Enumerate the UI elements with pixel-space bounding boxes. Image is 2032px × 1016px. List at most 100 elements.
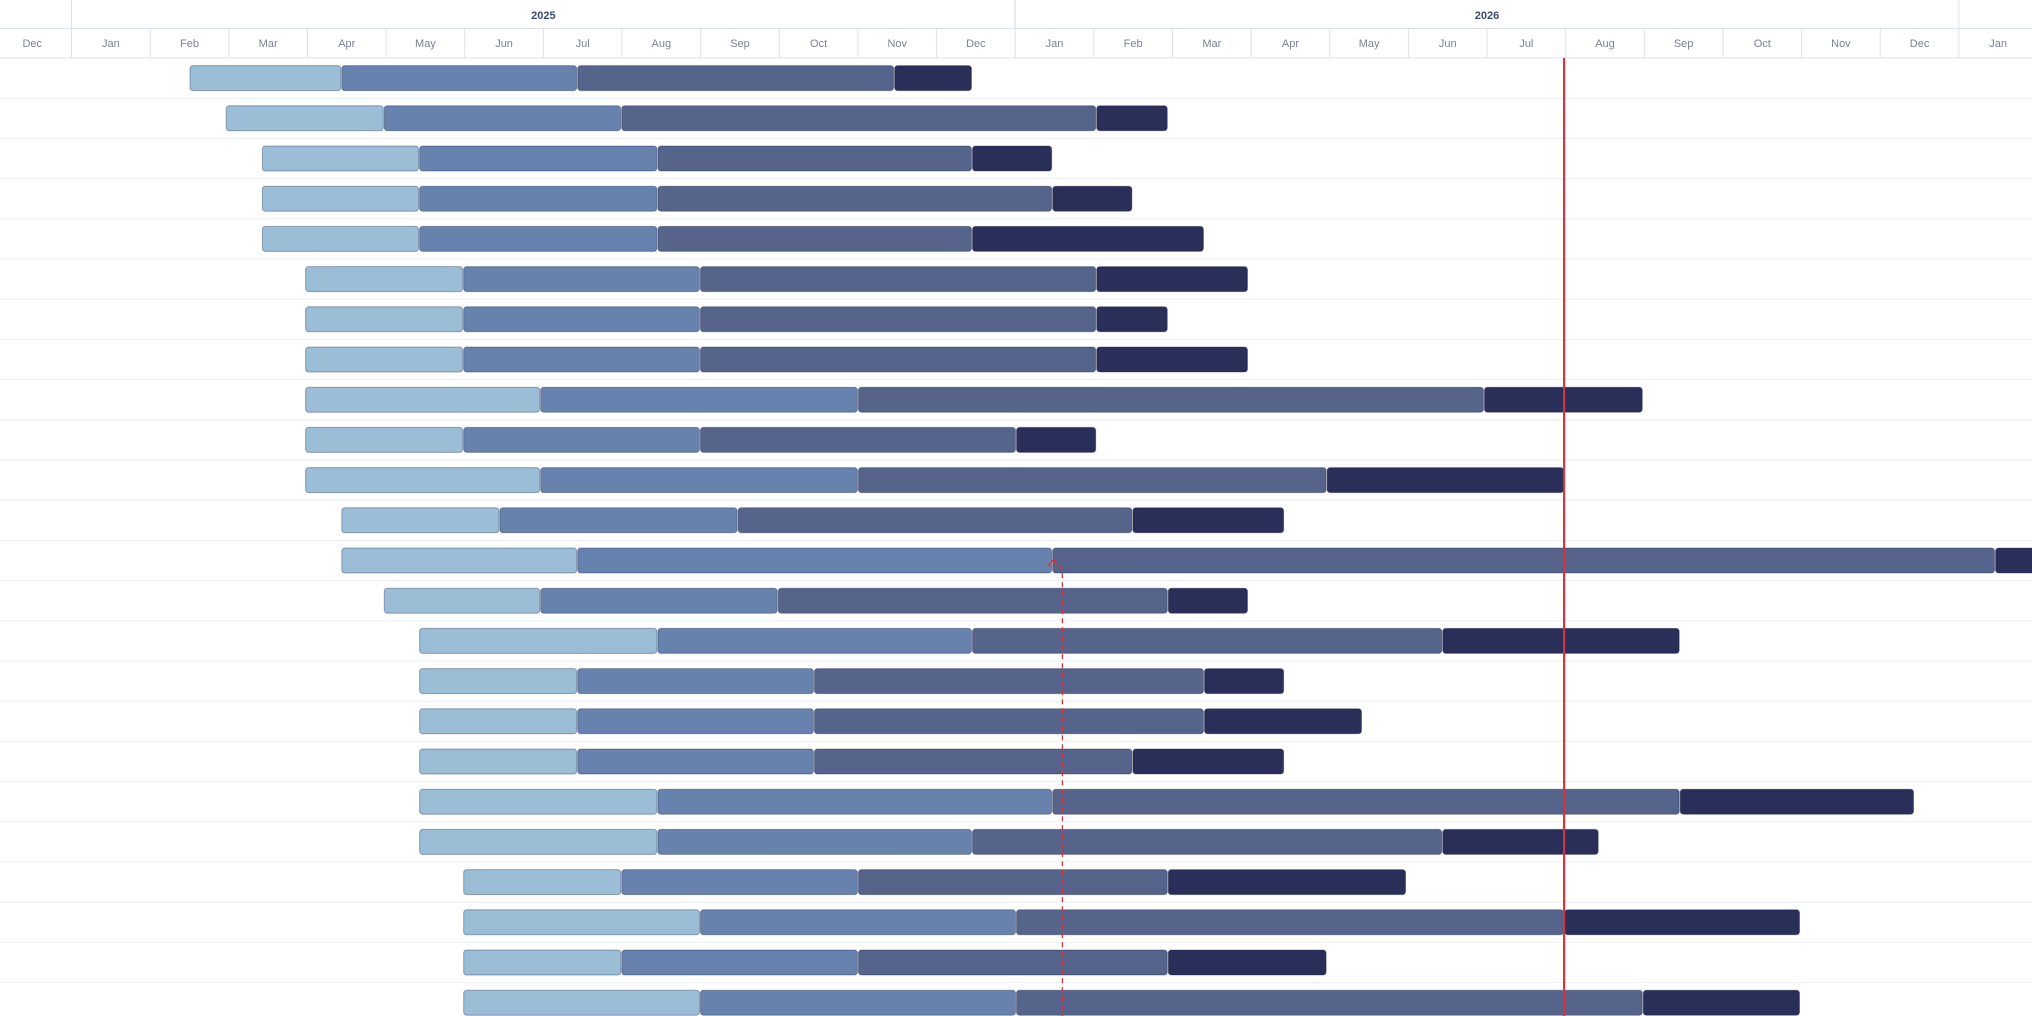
month-label: Feb bbox=[180, 38, 199, 50]
month-label: Nov bbox=[1831, 38, 1851, 50]
phase-bar bbox=[341, 547, 578, 574]
phase-bar bbox=[857, 869, 1168, 896]
phase-bar bbox=[419, 668, 578, 695]
phase-bar bbox=[419, 627, 658, 654]
month-label: Oct bbox=[1754, 38, 1771, 50]
phase-bar bbox=[419, 788, 658, 815]
phase-bar bbox=[305, 467, 541, 494]
month-label: Dec bbox=[966, 38, 986, 50]
month-label: May bbox=[415, 38, 436, 50]
phase-bar bbox=[1132, 748, 1285, 775]
phase-bar bbox=[777, 587, 1168, 614]
dependency-arrow bbox=[1047, 559, 1058, 567]
phase-bar bbox=[463, 949, 622, 976]
phase-bar bbox=[1442, 828, 1599, 855]
phase-bar bbox=[857, 949, 1168, 976]
phase-bar bbox=[657, 225, 972, 252]
phase-bar bbox=[621, 105, 1097, 132]
phase-bar bbox=[1096, 266, 1248, 293]
month-label: Jan bbox=[1046, 38, 1064, 50]
phase-bar bbox=[383, 105, 622, 132]
phase-bar bbox=[463, 426, 700, 453]
task-rows bbox=[0, 65, 2032, 1016]
phase-bar bbox=[540, 587, 778, 614]
month-label: Mar bbox=[259, 38, 278, 50]
phase-bar bbox=[657, 828, 972, 855]
phase-bar bbox=[737, 507, 1133, 534]
phase-bar bbox=[577, 708, 814, 735]
phase-bar bbox=[577, 65, 895, 92]
month-label: Jul bbox=[576, 38, 590, 50]
year-label: 2025 bbox=[531, 10, 555, 22]
phase-bar bbox=[971, 627, 1443, 654]
phase-bar bbox=[1995, 547, 2032, 574]
phase-bar bbox=[857, 467, 1327, 494]
phase-bar bbox=[577, 547, 1053, 574]
phase-bar bbox=[621, 949, 858, 976]
phase-bar bbox=[657, 627, 972, 654]
month-label: May bbox=[1359, 38, 1380, 50]
phase-bar bbox=[261, 225, 420, 252]
phase-bar bbox=[419, 145, 658, 172]
month-label: Oct bbox=[810, 38, 827, 50]
phase-bar bbox=[189, 65, 342, 92]
phase-bar bbox=[577, 668, 814, 695]
phase-bar bbox=[1052, 788, 1680, 815]
phase-bar bbox=[699, 266, 1097, 293]
month-label: Aug bbox=[652, 38, 672, 50]
month-label: Jul bbox=[1519, 38, 1533, 50]
month-label: Sep bbox=[730, 38, 750, 50]
phase-bar bbox=[971, 225, 1204, 252]
phase-bar bbox=[305, 346, 464, 373]
dependency-line bbox=[1052, 559, 1064, 1016]
phase-bar bbox=[699, 989, 1016, 1016]
phase-bar bbox=[1016, 989, 1643, 1016]
phase-bar bbox=[463, 266, 700, 293]
month-label: Dec bbox=[22, 38, 42, 50]
phase-bar bbox=[1096, 346, 1248, 373]
phase-bar bbox=[1642, 989, 1801, 1016]
phase-bar bbox=[813, 668, 1204, 695]
phase-bar bbox=[419, 225, 658, 252]
phase-bar bbox=[1203, 708, 1363, 735]
phase-bar bbox=[305, 426, 464, 453]
phase-bar bbox=[225, 105, 384, 132]
phase-bar bbox=[1564, 909, 1801, 936]
phase-bar bbox=[699, 426, 1016, 453]
phase-bar bbox=[341, 65, 578, 92]
month-label: Jun bbox=[495, 38, 513, 50]
phase-bar bbox=[419, 828, 658, 855]
phase-bar bbox=[261, 185, 420, 212]
phase-bar bbox=[657, 145, 972, 172]
phase-bar bbox=[305, 386, 541, 413]
month-label: Jan bbox=[102, 38, 120, 50]
phase-bar bbox=[1052, 185, 1133, 212]
month-label: Nov bbox=[887, 38, 907, 50]
month-label: Mar bbox=[1202, 38, 1221, 50]
month-label: Apr bbox=[1282, 38, 1299, 50]
phase-bar bbox=[1167, 869, 1407, 896]
phase-bar bbox=[1326, 467, 1565, 494]
phase-bar bbox=[857, 386, 1484, 413]
phase-bar bbox=[305, 306, 464, 333]
phase-bar bbox=[1442, 627, 1680, 654]
phase-bar bbox=[540, 386, 858, 413]
phase-bar bbox=[971, 828, 1443, 855]
month-label: Feb bbox=[1124, 38, 1143, 50]
phase-bar bbox=[499, 507, 738, 534]
phase-bar bbox=[971, 145, 1053, 172]
month-label: Dec bbox=[1910, 38, 1930, 50]
month-label: Aug bbox=[1595, 38, 1615, 50]
phase-bar bbox=[261, 145, 420, 172]
phase-bar bbox=[1167, 587, 1248, 614]
phase-bar bbox=[813, 708, 1204, 735]
phase-bar bbox=[305, 266, 464, 293]
month-label: Sep bbox=[1674, 38, 1694, 50]
phase-bar bbox=[419, 748, 578, 775]
phase-bar bbox=[1167, 949, 1327, 976]
phase-bar bbox=[1016, 426, 1097, 453]
phase-bar bbox=[540, 467, 858, 494]
phase-bar bbox=[621, 869, 858, 896]
phase-bar bbox=[463, 306, 700, 333]
